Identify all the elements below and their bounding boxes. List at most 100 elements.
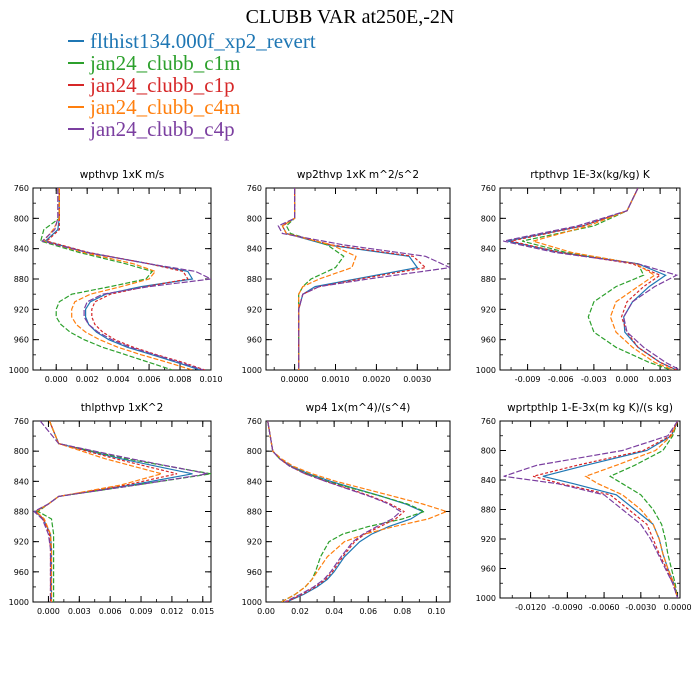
legend-swatch [68, 84, 84, 86]
series-line [510, 188, 677, 370]
y-tick-label: 920 [247, 305, 262, 314]
y-tick-label: 760 [247, 184, 262, 193]
y-tick-label: 840 [481, 245, 496, 254]
plot-frame [499, 420, 681, 599]
y-tick-label: 960 [247, 568, 262, 577]
series-line [608, 421, 679, 598]
y-tick-label: 760 [247, 417, 262, 426]
series-line [503, 421, 679, 598]
series-group [33, 421, 211, 602]
legend-item: flthist134.000f_xp2_revert [68, 30, 316, 52]
y-tick-label: 840 [14, 245, 29, 254]
y-tick-label: 960 [14, 336, 29, 345]
x-tick-label: 0.008 [169, 375, 192, 384]
x-tick-label: -0.0060 [589, 603, 620, 612]
series-line [33, 421, 209, 602]
x-tick-label: 0.000 [37, 607, 60, 616]
legend-item: jan24_clubb_c1p [68, 74, 316, 96]
y-tick-label: 1000 [9, 366, 29, 375]
chart-title: wp2thvp 1xK m^2/s^2 [297, 169, 419, 181]
x-tick-label: 0.0000 [281, 375, 309, 384]
x-tick-label: 0.002 [76, 375, 99, 384]
legend-item: jan24_clubb_c4p [68, 118, 316, 140]
legend-item: jan24_clubb_c1m [68, 52, 316, 74]
x-tick-label: 0.012 [160, 607, 183, 616]
x-tick-label: 0.04 [325, 607, 343, 616]
chart-title: wp4 1x(m^4)/(s^4) [306, 402, 411, 414]
series-line [584, 421, 679, 598]
plot-frame [32, 420, 212, 603]
x-tick-label: 0.004 [107, 375, 130, 384]
y-tick-label: 840 [247, 477, 262, 486]
chart-title: rtpthvp 1E-3x(kg/kg) K [530, 169, 651, 181]
series-line [39, 188, 173, 370]
x-tick-label: -0.009 [515, 375, 541, 384]
y-tick-label: 880 [247, 275, 262, 284]
y-tick-label: 840 [481, 476, 496, 485]
legend-swatch [68, 128, 84, 130]
y-tick-label: 880 [14, 508, 29, 517]
x-tick-label: 0.003 [649, 375, 672, 384]
series-line [521, 188, 672, 370]
y-tick-label: 800 [14, 214, 29, 223]
legend-label: jan24_clubb_c1p [90, 73, 235, 97]
y-tick-label: 760 [481, 184, 496, 193]
y-tick-label: 960 [247, 336, 262, 345]
y-tick-label: 840 [247, 245, 262, 254]
series-line [503, 188, 680, 370]
series-line [267, 421, 406, 602]
series-line [36, 421, 211, 602]
series-group [277, 188, 450, 370]
series-line [41, 188, 211, 370]
y-tick-label: 800 [247, 214, 262, 223]
series-line [35, 421, 178, 602]
series-group [503, 421, 679, 598]
series-line [285, 188, 345, 370]
x-tick-label: -0.0120 [515, 603, 546, 612]
x-tick-label: 0.0020 [362, 375, 390, 384]
x-tick-label: 0.000 [45, 375, 68, 384]
y-tick-label: 1000 [242, 366, 262, 375]
y-tick-label: 800 [481, 447, 496, 456]
series-line [281, 188, 357, 370]
legend-item: jan24_clubb_c4m [68, 96, 316, 118]
y-tick-label: 960 [481, 565, 496, 574]
chart-title: thlpthvp 1xK^2 [81, 402, 164, 414]
legend-swatch [68, 40, 84, 42]
x-tick-label: 0.0000 [664, 603, 692, 612]
y-tick-label: 760 [481, 417, 496, 426]
x-tick-label: 0.009 [130, 607, 153, 616]
y-tick-label: 880 [247, 508, 262, 517]
chart-panel: wprtpthlp 1-E-3x(m kg K)/(s kg) 760 800 840… [476, 402, 692, 612]
y-tick-label: 960 [14, 568, 29, 577]
x-tick-label: 0.010 [200, 375, 223, 384]
series-group [503, 188, 680, 370]
y-tick-label: 840 [14, 477, 29, 486]
series-line [267, 421, 402, 602]
x-tick-label: 0.0010 [322, 375, 350, 384]
y-tick-label: 800 [14, 447, 29, 456]
x-tick-label: 0.000 [616, 375, 639, 384]
series-line [542, 421, 679, 598]
x-tick-label: 0.10 [427, 607, 445, 616]
y-tick-label: 1000 [242, 598, 262, 607]
series-line [267, 421, 424, 602]
series-line [281, 188, 419, 370]
chart-panel: wp2thvp 1xK m^2/s^2 760 800 840 880 920 960 100… [242, 169, 451, 384]
y-tick-label: 920 [247, 538, 262, 547]
series-line [277, 188, 450, 370]
legend-label: jan24_clubb_c4m [90, 95, 241, 119]
x-tick-label: 0.003 [68, 607, 91, 616]
x-tick-label: 0.00 [257, 607, 275, 616]
series-line [532, 421, 679, 598]
series-line [267, 421, 449, 602]
y-tick-label: 1000 [476, 366, 496, 375]
x-tick-label: 0.0030 [403, 375, 431, 384]
y-tick-label: 1000 [476, 594, 496, 603]
legend-swatch [68, 106, 84, 108]
x-tick-label: 0.006 [138, 375, 161, 384]
x-tick-label: -0.006 [548, 375, 574, 384]
y-tick-label: 880 [481, 275, 496, 284]
chart-panel: wp4 1x(m^4)/(s^4)76080084088092096010000… [242, 402, 451, 616]
